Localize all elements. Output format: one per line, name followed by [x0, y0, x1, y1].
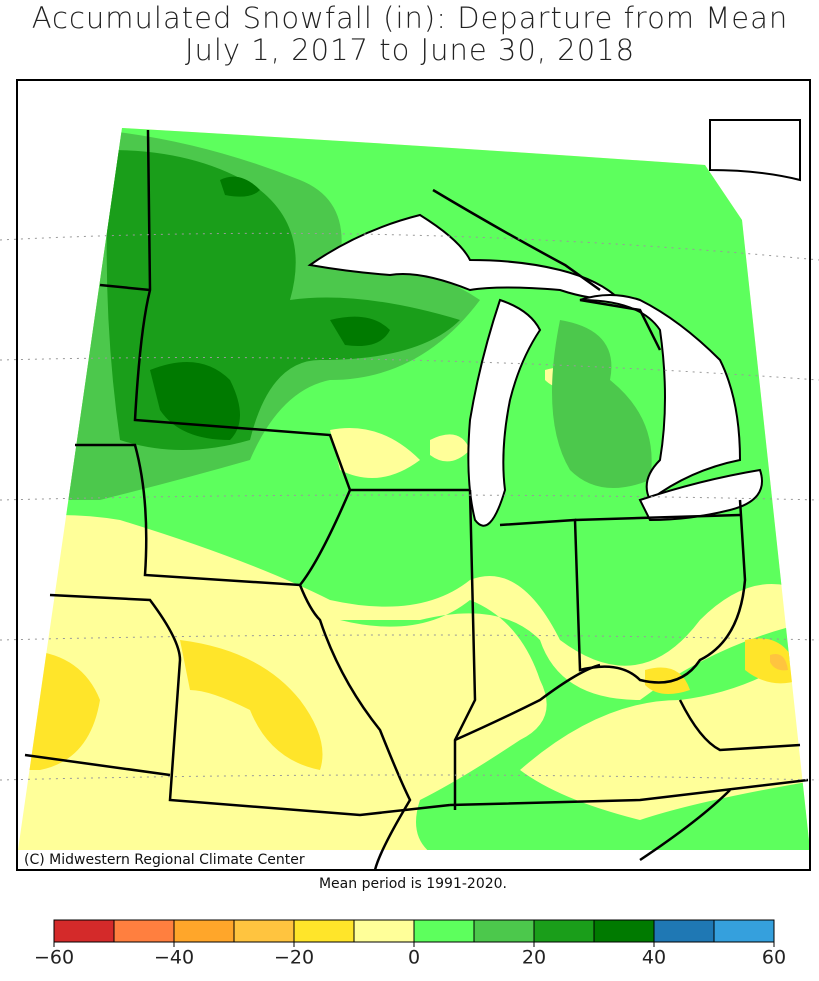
- colorbar-tick-label: 0: [408, 947, 420, 969]
- colorbar-tick-label: −40: [154, 947, 194, 969]
- borders: [24, 129, 809, 871]
- map-fill: [18, 128, 810, 850]
- colorbar-swatch: [173, 919, 235, 943]
- colorbar-swatch: [413, 919, 475, 943]
- map-frame: [16, 79, 811, 871]
- copyright-box: [20, 850, 302, 868]
- colorbar-swatch: [533, 919, 595, 943]
- colorbar-tick-label: −20: [274, 947, 314, 969]
- colorbar-swatch: [653, 919, 715, 943]
- colorbar-swatch: [233, 919, 295, 943]
- colorbar-tick-label: 20: [522, 947, 546, 969]
- copyright: (C) Midwestern Regional Climate Center: [24, 852, 305, 868]
- lakes: [307, 119, 801, 527]
- colorbar-swatch: [713, 919, 775, 943]
- colorbar-swatch: [473, 919, 535, 943]
- colorbar-tick-label: 60: [762, 947, 786, 969]
- colorbar-swatch: [113, 919, 175, 943]
- colorbar-swatch: [593, 919, 655, 943]
- colorbar-swatch: [293, 919, 355, 943]
- footnote: Mean period is 1991-2020.: [319, 876, 507, 892]
- title-line: July 1, 2017 to June 30, 2018: [185, 33, 635, 67]
- colorbar-tick-label: 40: [642, 947, 666, 969]
- colorbar-swatch: [53, 919, 115, 943]
- colorbar-tick-label: −60: [34, 947, 74, 969]
- colorbar-swatch: [353, 919, 415, 943]
- title-line: Accumulated Snowfall (in): Departure fro…: [32, 1, 789, 35]
- colorbar: −60 −40 −20 0 20 40 60: [34, 919, 786, 969]
